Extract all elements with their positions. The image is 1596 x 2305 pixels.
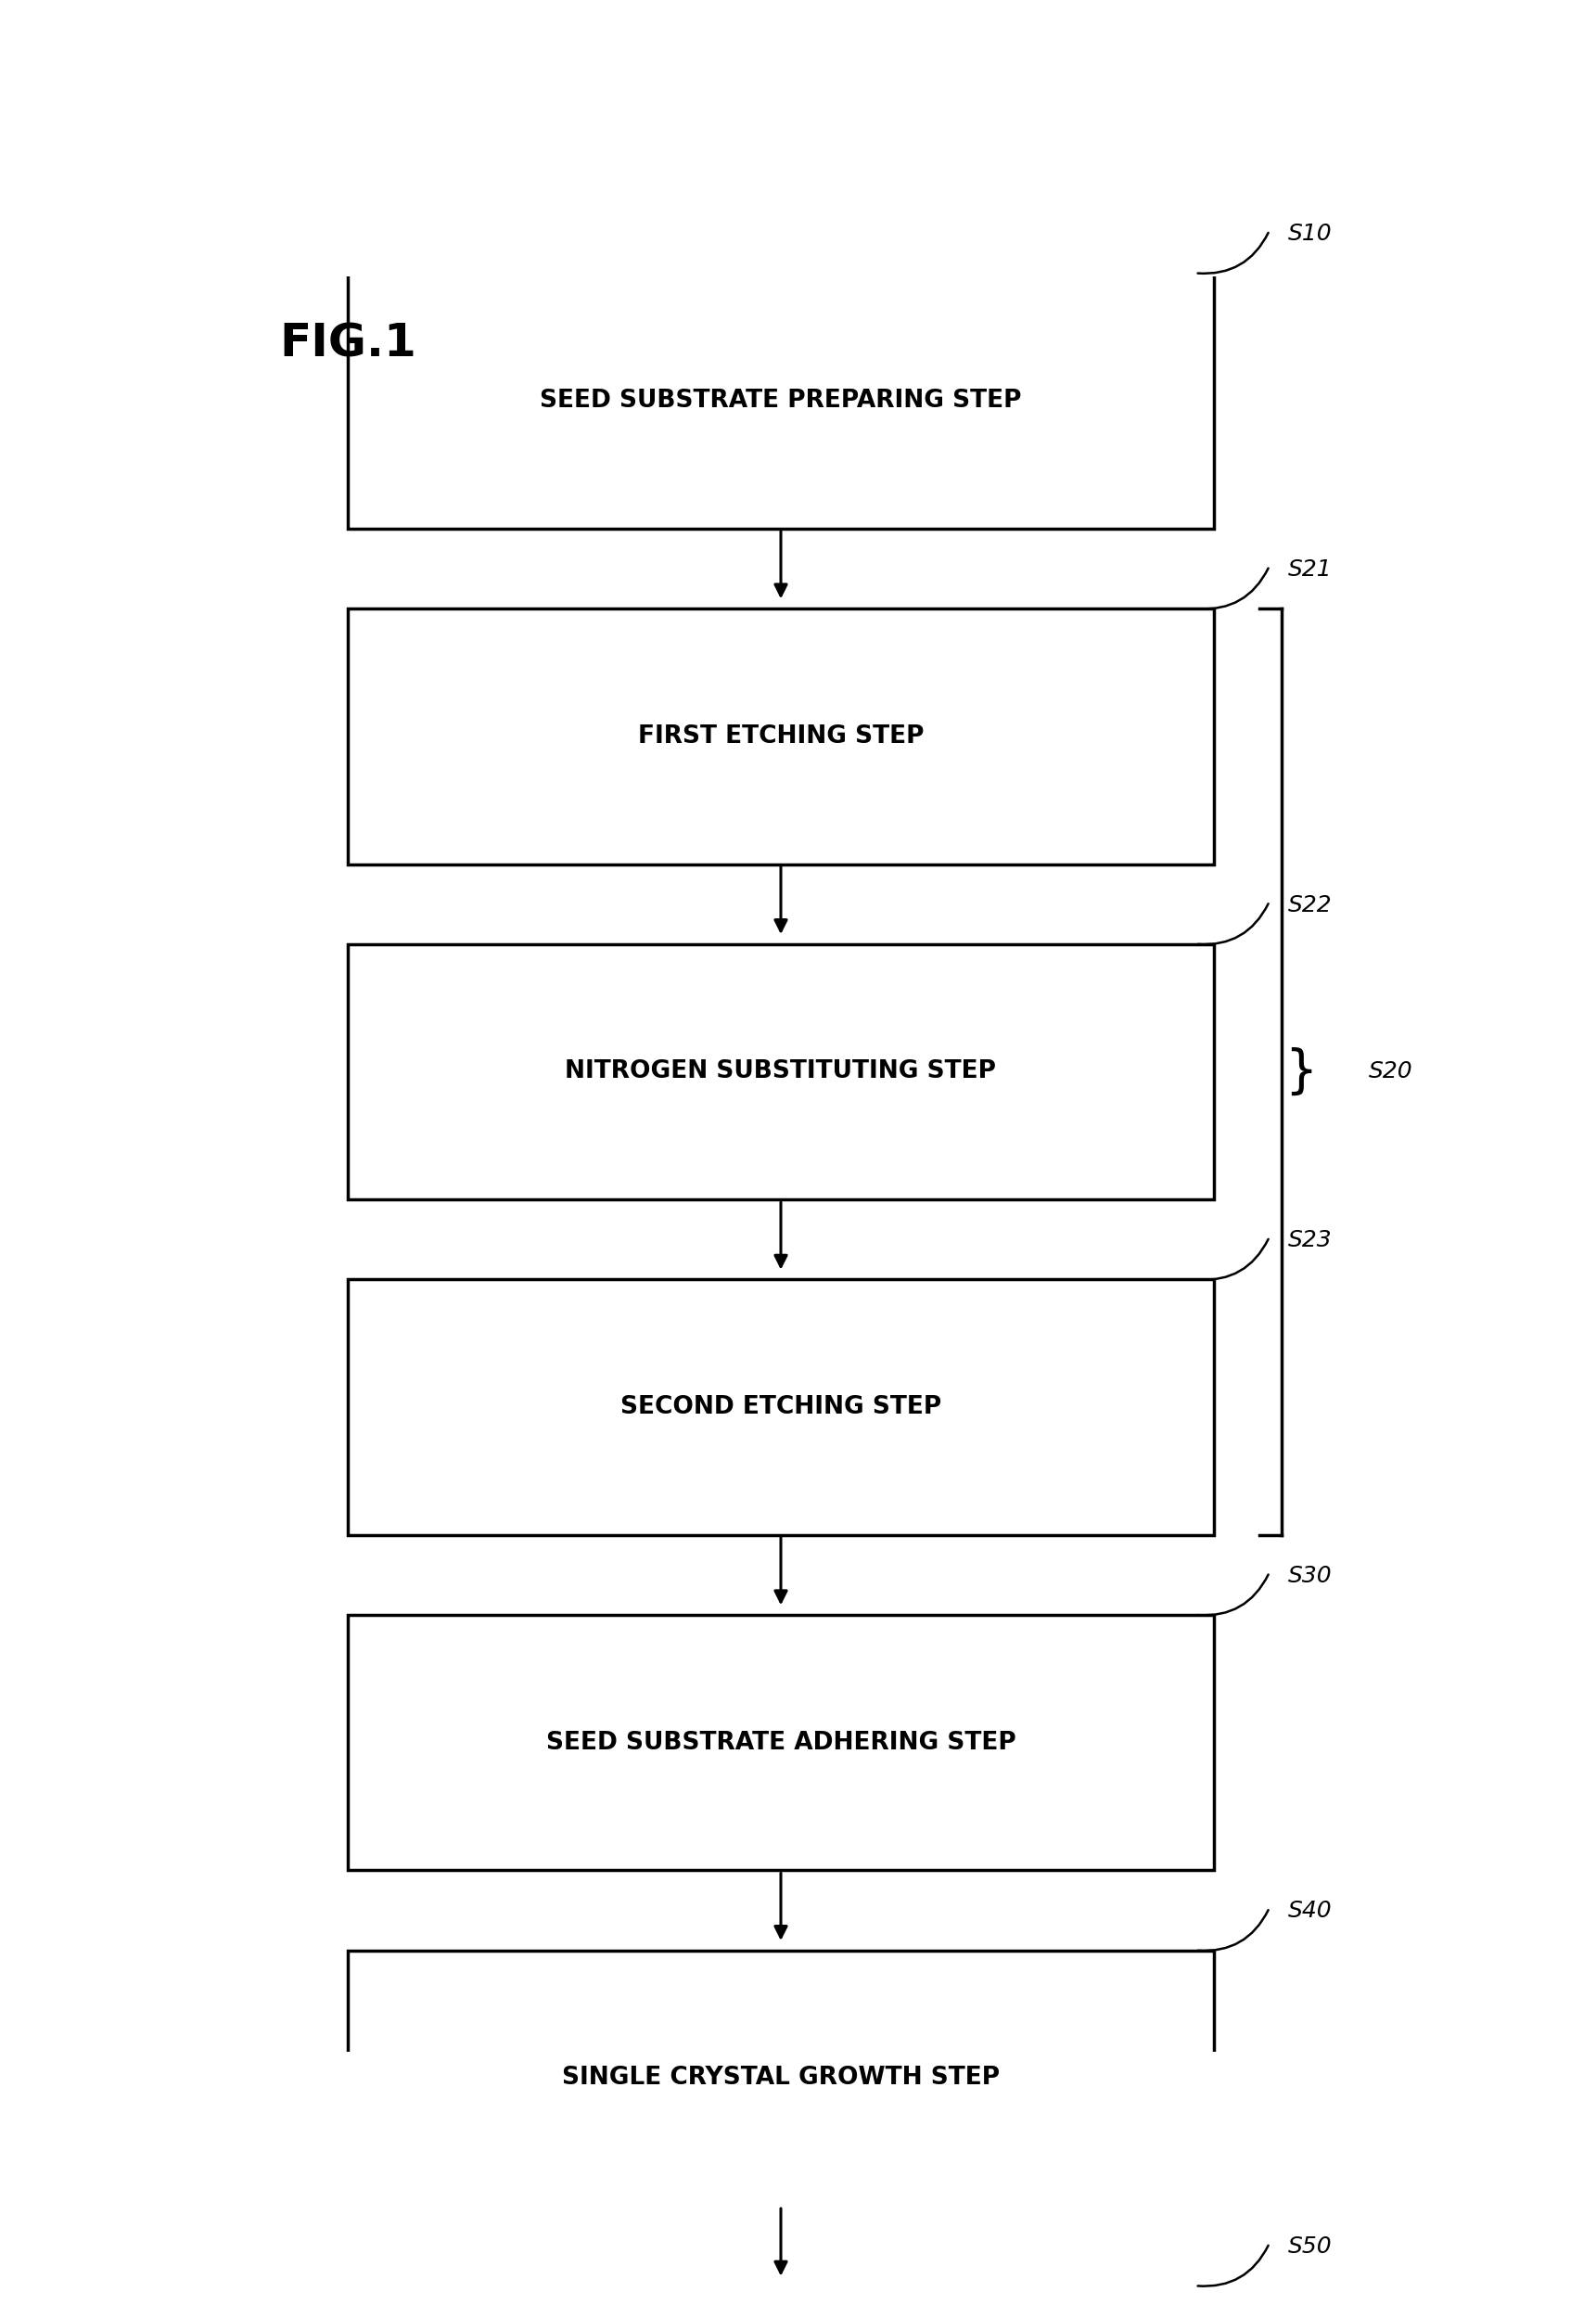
Text: S23: S23 bbox=[1288, 1229, 1333, 1252]
Text: S20: S20 bbox=[1368, 1060, 1412, 1083]
Text: S22: S22 bbox=[1288, 894, 1333, 915]
Bar bbox=[348, 609, 1213, 864]
Text: S50: S50 bbox=[1288, 2236, 1333, 2259]
Text: S30: S30 bbox=[1288, 1565, 1333, 1586]
Bar bbox=[348, 1950, 1213, 2206]
Text: FIRST ETCHING STEP: FIRST ETCHING STEP bbox=[638, 724, 924, 749]
Bar bbox=[348, 1616, 1213, 1869]
Bar bbox=[348, 1279, 1213, 1535]
Bar bbox=[348, 945, 1213, 1199]
Text: S10: S10 bbox=[1288, 224, 1333, 244]
Text: }: } bbox=[1285, 1046, 1317, 1097]
Bar bbox=[348, 2287, 1213, 2305]
Text: SINGLE CRYSTAL GROWTH STEP: SINGLE CRYSTAL GROWTH STEP bbox=[562, 2065, 999, 2091]
Text: SEED SUBSTRATE ADHERING STEP: SEED SUBSTRATE ADHERING STEP bbox=[546, 1731, 1015, 1754]
Text: S40: S40 bbox=[1288, 1899, 1333, 1922]
Text: S21: S21 bbox=[1288, 558, 1333, 581]
Text: SEED SUBSTRATE PREPARING STEP: SEED SUBSTRATE PREPARING STEP bbox=[539, 390, 1021, 413]
Text: SECOND ETCHING STEP: SECOND ETCHING STEP bbox=[621, 1395, 942, 1420]
Text: NITROGEN SUBSTITUTING STEP: NITROGEN SUBSTITUTING STEP bbox=[565, 1060, 996, 1083]
Bar bbox=[348, 272, 1213, 528]
Text: FIG.1: FIG.1 bbox=[279, 320, 417, 366]
